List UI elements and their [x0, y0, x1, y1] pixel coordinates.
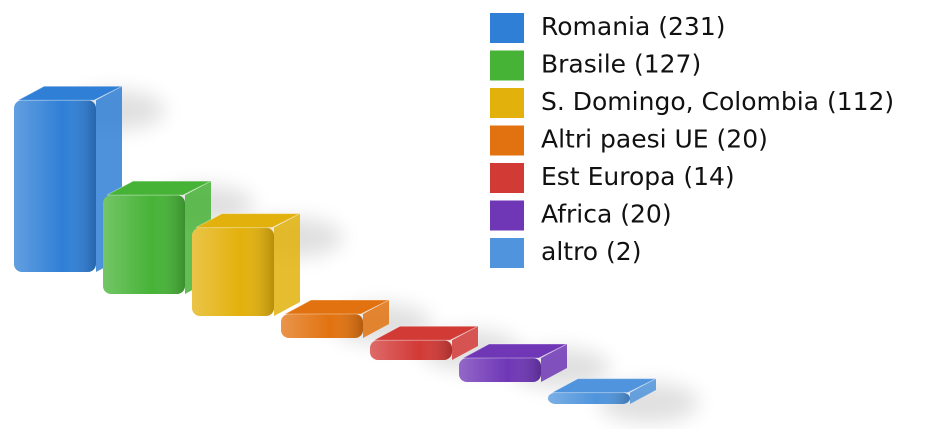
- bar-top: [462, 343, 568, 359]
- bar-top: [17, 85, 123, 101]
- legend-label: Romania (231): [541, 12, 726, 41]
- bar-side: [274, 213, 300, 316]
- legend-label: S. Domingo, Colombia (112): [541, 87, 894, 116]
- bars: [14, 85, 699, 423]
- bar-side: [363, 300, 389, 338]
- legend-swatch: [490, 125, 524, 156]
- bar-front-shade: [14, 100, 96, 272]
- bar-front-shade: [370, 340, 452, 360]
- legend-swatch: [490, 50, 524, 81]
- bar-top: [373, 325, 479, 341]
- bar-side: [452, 326, 478, 360]
- legend-label: altro (2): [541, 237, 641, 266]
- bar-front-shade: [281, 314, 363, 338]
- bar-side: [630, 378, 656, 404]
- bar-front-shade: [103, 195, 185, 294]
- bar-front-shade: [459, 358, 541, 382]
- legend: Romania (231) Brasile (127) S. Domingo, Co…: [490, 12, 894, 268]
- legend-label: Est Europa (14): [541, 162, 735, 191]
- legend-label: Altri paesi UE (20): [541, 125, 768, 154]
- bar-top: [551, 378, 657, 394]
- bar-top: [284, 299, 390, 315]
- bar-front-shade: [548, 392, 630, 404]
- legend-label: Africa (20): [541, 200, 672, 229]
- bar-front-shade: [192, 227, 274, 316]
- bar-side: [541, 344, 567, 382]
- bar-top: [195, 213, 301, 229]
- legend-swatch: [490, 238, 524, 268]
- bar-top: [106, 180, 212, 196]
- legend-label: Brasile (127): [541, 50, 701, 79]
- legend-swatch: [490, 163, 524, 193]
- legend-swatch: [490, 13, 524, 43]
- legend-swatch: [490, 200, 524, 231]
- legend-swatch: [490, 88, 524, 118]
